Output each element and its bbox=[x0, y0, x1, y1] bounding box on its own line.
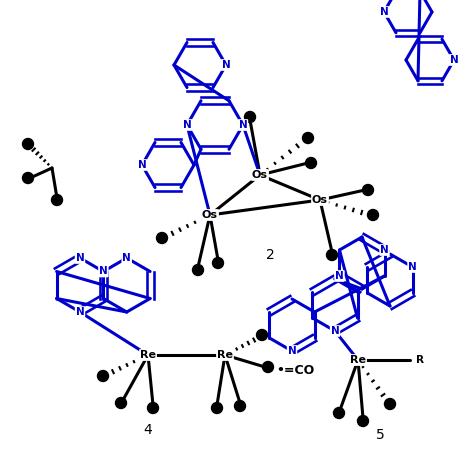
Text: N: N bbox=[137, 160, 146, 170]
Circle shape bbox=[334, 408, 345, 419]
Text: 5: 5 bbox=[375, 428, 384, 442]
Circle shape bbox=[256, 329, 267, 340]
Text: N: N bbox=[76, 307, 84, 317]
Circle shape bbox=[212, 257, 224, 268]
Text: Os: Os bbox=[252, 170, 268, 180]
Text: 4: 4 bbox=[144, 423, 152, 437]
Text: 2: 2 bbox=[265, 248, 274, 262]
Circle shape bbox=[156, 233, 167, 244]
Text: N: N bbox=[238, 120, 247, 130]
Text: N: N bbox=[99, 266, 108, 276]
Text: N: N bbox=[335, 271, 344, 281]
Text: N: N bbox=[288, 346, 296, 356]
Circle shape bbox=[211, 402, 222, 413]
Circle shape bbox=[52, 194, 63, 206]
Circle shape bbox=[116, 398, 127, 409]
Circle shape bbox=[367, 210, 379, 220]
Text: Os: Os bbox=[312, 195, 328, 205]
Text: Os: Os bbox=[202, 210, 218, 220]
Text: N: N bbox=[380, 7, 388, 17]
Circle shape bbox=[245, 111, 255, 122]
Text: N: N bbox=[331, 326, 339, 336]
Text: N: N bbox=[408, 262, 417, 272]
Circle shape bbox=[263, 362, 273, 373]
Circle shape bbox=[357, 416, 368, 427]
Circle shape bbox=[235, 401, 246, 411]
Text: N: N bbox=[380, 245, 389, 255]
Text: N: N bbox=[182, 120, 191, 130]
Text: Re: Re bbox=[140, 350, 156, 360]
Text: Re: Re bbox=[217, 350, 233, 360]
Circle shape bbox=[22, 138, 34, 149]
Text: Re: Re bbox=[350, 355, 366, 365]
Circle shape bbox=[363, 184, 374, 195]
Circle shape bbox=[302, 133, 313, 144]
Circle shape bbox=[22, 173, 34, 183]
Circle shape bbox=[192, 264, 203, 275]
Circle shape bbox=[327, 249, 337, 261]
Circle shape bbox=[306, 157, 317, 168]
Text: N: N bbox=[450, 55, 458, 65]
Text: R: R bbox=[416, 355, 424, 365]
Text: N: N bbox=[76, 253, 84, 263]
Circle shape bbox=[384, 399, 395, 410]
Text: N: N bbox=[122, 253, 131, 263]
Text: •=CO: •=CO bbox=[276, 364, 314, 376]
Circle shape bbox=[98, 371, 109, 382]
Circle shape bbox=[147, 402, 158, 413]
Text: N: N bbox=[222, 60, 230, 70]
